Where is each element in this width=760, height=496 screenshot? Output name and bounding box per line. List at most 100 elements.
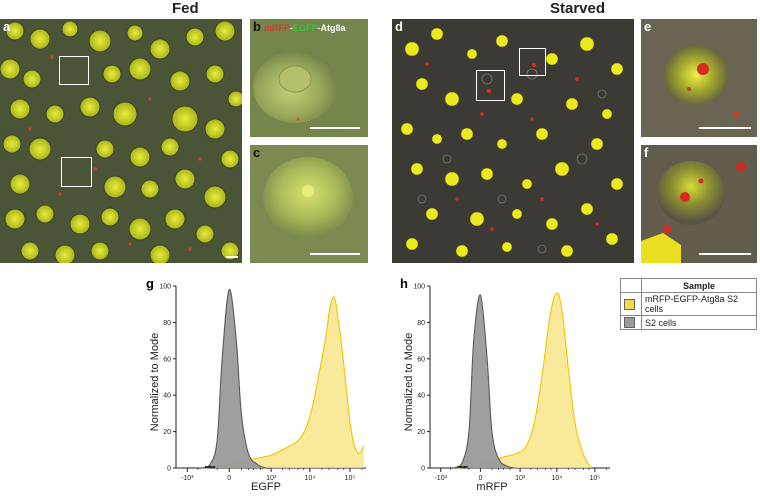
scale-bar-c [310,253,360,255]
event-marker [208,466,210,468]
legend-label-1: S2 cells [641,314,757,331]
legend: Sample mRFP-EGFP-Atg8a S2 cells S2 cells [620,278,757,331]
y-tick-label: 100 [413,284,425,291]
egfp-label: EGFP [293,23,318,33]
chart-g-plot: 0 20 40 60 80 100 -10³ 0 10³ 10⁴ 10⁵ [159,284,366,482]
sep-1: - [290,23,294,33]
panel-letter-e: e [644,19,652,34]
x-tick-label: 0 [478,475,482,482]
y-tick-label: 20 [163,429,171,436]
event-marker [214,466,216,468]
starved-zoom-f-image [641,145,757,263]
event-marker [211,466,213,468]
event-marker [206,466,208,468]
y-tick-label: 20 [417,429,425,436]
event-marker [458,466,460,468]
y-tick-label: 0 [167,466,171,473]
y-tick-label: 0 [421,466,425,473]
starved-zoom-e-image [641,19,757,137]
atg8a-label: Atg8a [320,23,346,33]
chart-g-xlabel: EGFP [251,481,281,493]
legend-header: Sample [641,278,757,293]
event-marker [461,466,463,468]
event-marker [212,466,214,468]
chart-h-xlabel: mRFP [476,481,507,493]
event-marker [460,466,462,468]
starved-heading: Starved [550,0,606,17]
chart-h-plot: 0 20 40 60 80 100 -10³ 0 10³ 10⁴ 10⁵ [413,284,610,482]
inset-box-c [61,157,92,187]
scale-bar-e [699,127,751,129]
series-atg8a-line [457,292,592,469]
fed-heading: Fed [172,0,199,17]
event-marker [462,466,464,468]
legend-header-blank [620,278,642,293]
legend-table: Sample mRFP-EGFP-Atg8a S2 cells S2 cells [620,278,757,331]
x-tick-label: 10⁴ [551,475,562,482]
series-atg8a-area [204,296,364,468]
construct-label: mRFP-EGFP-Atg8a [264,23,346,33]
chart-h: Normalized to Mode mRFP 0 20 40 60 80 100 -10³… [403,284,610,493]
y-tick-label: 60 [417,356,425,363]
legend-label-0: mRFP-EGFP-Atg8a S2 cells [641,292,757,316]
chart-h-ylabel: Normalized to Mode [403,333,415,431]
y-tick-label: 40 [417,393,425,400]
panel-letter-b: b [253,19,261,34]
series-s2-line [200,289,272,469]
legend-swatch-cell-1 [620,314,642,331]
panel-letter-g: g [146,276,154,291]
y-tick-label: 60 [163,356,171,363]
fed-zoom-c-image [250,145,368,263]
x-tick-label: -10³ [181,475,194,482]
starved-micrograph-image [392,19,634,263]
chart-g: Normalized to Mode EGFP 0 20 40 60 80 100 -10³… [149,284,366,493]
inset-box-b [59,56,89,85]
x-tick-label: 10³ [515,475,526,482]
starved-micrograph: d [392,19,634,263]
x-tick-label: 10⁵ [589,475,600,482]
event-marker [463,466,465,468]
starved-zoom-f: f [641,145,757,263]
y-tick-label: 40 [163,393,171,400]
fed-zoom-b: b mRFP-EGFP-Atg8a [250,19,368,137]
fed-zoom-b-image [250,19,368,137]
scale-bar [226,256,238,258]
event-marker [207,466,209,468]
panel-letter-a: a [3,19,11,34]
x-tick-label: 10⁴ [304,475,315,482]
mrfp-label: mRFP [264,23,291,33]
series-atg8a-area [457,293,592,468]
chart-g-ylabel: Normalized to Mode [149,333,161,431]
legend-swatch-1 [624,317,635,329]
event-marker [457,466,459,468]
event-marker [210,466,212,468]
y-tick-label: 100 [159,284,171,291]
fed-micrograph: a [0,19,242,263]
fed-zoom-c: c [250,145,368,263]
panel-letter-h: h [400,276,408,291]
event-marker [466,466,468,468]
event-marker [204,466,206,468]
inset-box-e [519,48,546,76]
sep-2: - [317,23,321,33]
y-tick-label: 80 [417,320,425,327]
panel-letter-f: f [644,145,649,160]
fed-micrograph-image [0,19,242,263]
scale-bar-f [699,253,751,255]
y-tick-label: 80 [163,320,171,327]
series-s2-line [453,294,515,469]
starved-zoom-e: e [641,19,757,137]
panel-letter-d: d [395,19,403,34]
legend-swatch-cell-0 [620,292,642,316]
x-tick-label: 0 [227,475,231,482]
x-tick-label: 10⁵ [345,475,356,482]
panel-letter-c: c [253,145,261,160]
x-tick-label: -10³ [434,475,447,482]
event-marker [465,466,467,468]
scale-bar-b [310,127,360,129]
series-atg8a-line [204,296,365,469]
x-tick-label: 10³ [266,475,277,482]
series-s2-area [201,289,272,469]
inset-box-f [476,70,505,101]
legend-swatch-0 [624,298,635,310]
